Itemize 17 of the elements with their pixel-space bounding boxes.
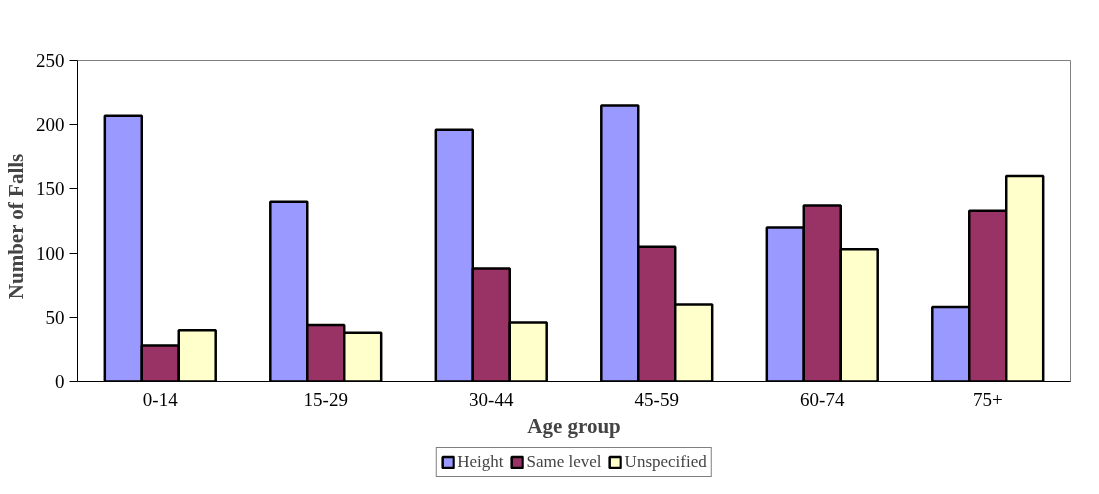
x-tick-label: 75+ [972, 388, 1003, 410]
x-axis-title: Age group [527, 413, 621, 438]
y-tick-label: 200 [36, 114, 65, 136]
y-axis-title: Number of Falls [4, 153, 28, 300]
x-tick-label: 30-44 [469, 388, 514, 410]
y-tick-label: 250 [36, 50, 65, 71]
legend-label: Unspecified [624, 452, 707, 472]
y-tick-label: 0 [55, 371, 65, 392]
x-tick-label: 15-29 [303, 388, 348, 410]
legend-label: Same level [526, 452, 602, 472]
y-tick-label: 50 [45, 306, 65, 328]
x-tick-label: 45-59 [634, 388, 679, 410]
y-tick-label: 150 [36, 178, 65, 200]
x-tick-label: 0-14 [142, 388, 179, 410]
y-tick-label: 100 [36, 242, 65, 264]
x-tick-label: 60-74 [800, 388, 845, 410]
legend-label: Height [457, 452, 504, 472]
